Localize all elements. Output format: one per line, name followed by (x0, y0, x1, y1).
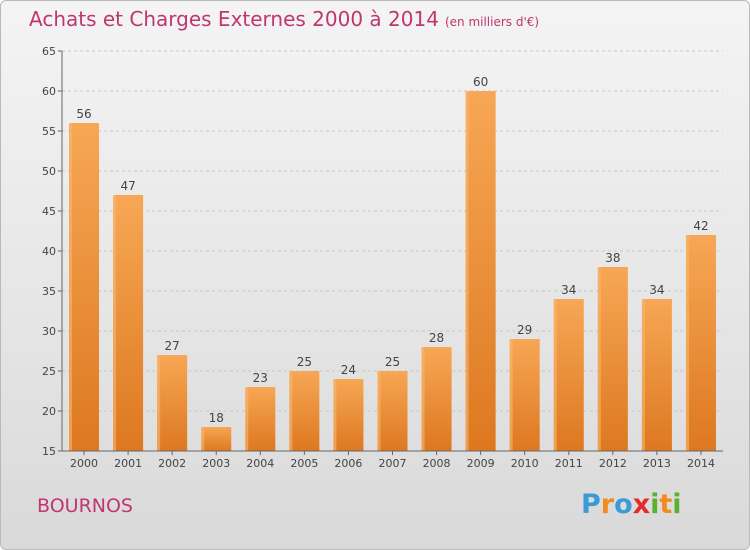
bar-2010 (509, 339, 540, 451)
data-label-2011: 34 (561, 283, 576, 297)
place-name: BOURNOS (37, 495, 133, 517)
bar-2007 (377, 371, 408, 451)
data-label-2004: 23 (253, 371, 268, 385)
data-label-2001: 47 (120, 179, 135, 193)
bar-2014 (685, 235, 716, 451)
y-tick-label: 15 (42, 445, 56, 458)
bar-highlight (509, 339, 513, 451)
x-tick-label: 2006 (334, 457, 362, 470)
data-label-2012: 38 (605, 251, 620, 265)
bar-highlight (641, 299, 645, 451)
bar-2012 (597, 267, 628, 451)
y-tick-label: 45 (42, 205, 56, 218)
bar-highlight (377, 371, 381, 451)
bar-highlight (113, 195, 117, 451)
x-tick-label: 2012 (599, 457, 627, 470)
y-axis-ticks: 15 20 25 30 35 40 45 50 55 60 65 (42, 45, 62, 458)
data-label-2007: 25 (385, 355, 400, 369)
logo-letter: r (600, 489, 615, 520)
x-tick-label: 2000 (70, 457, 98, 470)
bar-2005 (289, 371, 320, 451)
data-label-2008: 28 (429, 331, 444, 345)
y-tick-label: 40 (42, 245, 56, 258)
x-tick-label: 2002 (158, 457, 186, 470)
x-tick-label: 2001 (114, 457, 142, 470)
chart-title: Achats et Charges Externes 2000 à 2014 (e… (29, 7, 539, 31)
y-tick-label: 30 (42, 325, 56, 338)
logo-letter: i (672, 489, 682, 520)
bar-2000 (69, 123, 100, 451)
bar-2008 (421, 347, 452, 451)
bar-2002 (157, 355, 188, 451)
x-tick-label: 2007 (379, 457, 407, 470)
bar-2003 (201, 427, 232, 451)
bar-highlight (421, 347, 425, 451)
bar-highlight (553, 299, 557, 451)
bar-highlight (333, 379, 337, 451)
y-tick-label: 65 (42, 45, 56, 58)
bars: 56 47 27 18 23 25 24 25 28 60 29 34 38 34 42 (69, 75, 716, 451)
chart-title-text: Achats et Charges Externes 2000 à 2014 (29, 7, 439, 31)
bar-2013 (641, 299, 672, 451)
logo-letter: t (659, 489, 673, 520)
x-tick-label: 2009 (467, 457, 495, 470)
logo-letter: i (650, 489, 660, 520)
y-tick-label: 20 (42, 405, 56, 418)
bar-highlight (685, 235, 689, 451)
y-tick-label: 25 (42, 365, 56, 378)
bar-highlight (465, 91, 469, 451)
bar-highlight (245, 387, 249, 451)
x-tick-label: 2014 (687, 457, 715, 470)
x-tick-label: 2010 (511, 457, 539, 470)
proxiti-logo: Proxiti (581, 489, 682, 520)
y-tick-label: 50 (42, 165, 56, 178)
y-tick-label: 55 (42, 125, 56, 138)
bar-2011 (553, 299, 584, 451)
bar-highlight (201, 427, 205, 451)
bar-highlight (157, 355, 161, 451)
data-label-2000: 56 (76, 107, 91, 121)
data-label-2003: 18 (209, 411, 224, 425)
x-axis-ticks: 2000 2001 2002 2003 2004 2005 2006 2007 2008 2009… (70, 451, 715, 470)
y-tick-label: 35 (42, 285, 56, 298)
logo-letter: P (581, 489, 601, 520)
data-label-2006: 24 (341, 363, 356, 377)
chart-unit: (en milliers d'€) (444, 15, 540, 29)
data-label-2010: 29 (517, 323, 532, 337)
logo-letter: x (632, 489, 651, 520)
bar-highlight (289, 371, 293, 451)
data-label-2005: 25 (297, 355, 312, 369)
data-label-2013: 34 (649, 283, 664, 297)
bar-2004 (245, 387, 276, 451)
x-tick-label: 2003 (202, 457, 230, 470)
bar-2006 (333, 379, 364, 451)
x-tick-label: 2011 (555, 457, 583, 470)
data-label-2014: 42 (693, 219, 708, 233)
logo-letter: o (614, 489, 633, 520)
bar-highlight (597, 267, 601, 451)
x-tick-label: 2013 (643, 457, 671, 470)
x-tick-label: 2008 (423, 457, 451, 470)
data-label-2009: 60 (473, 75, 488, 89)
y-tick-label: 60 (42, 85, 56, 98)
x-tick-label: 2005 (290, 457, 318, 470)
bar-2009 (465, 91, 496, 451)
x-tick-label: 2004 (246, 457, 274, 470)
bar-2001 (113, 195, 144, 451)
data-label-2002: 27 (165, 339, 180, 353)
bar-highlight (69, 123, 73, 451)
